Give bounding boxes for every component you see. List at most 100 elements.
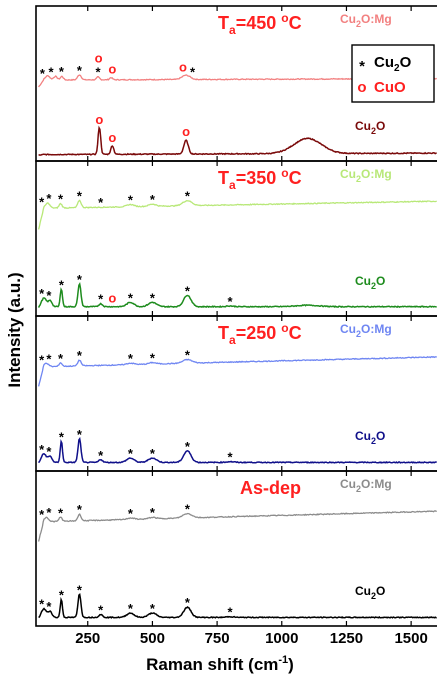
series-label: Cu2O (355, 274, 385, 291)
cu2o-peak-mark: * (128, 446, 134, 461)
series-label-sub: 2 (371, 126, 376, 136)
cu2o-peak-mark: * (128, 351, 134, 366)
cu2o-peak-mark: * (128, 601, 134, 616)
panel-title: Ta=350 oC (218, 166, 302, 192)
spectrum-line (37, 436, 437, 464)
legend-entry-main: Cu (374, 54, 394, 71)
cu2o-peak-mark: * (77, 502, 83, 517)
cu2o-peak-mark: * (58, 191, 64, 206)
x-axis-title-main: Raman shift (cm (146, 655, 278, 674)
series-label: Cu2O:Mg (340, 477, 392, 494)
series-label-main: Cu (340, 12, 356, 26)
spectrum-line (37, 199, 437, 230)
panel-title-sup: o (281, 166, 288, 180)
cu2o-peak-mark: * (128, 192, 134, 207)
cu2o-peak-mark: * (39, 353, 45, 368)
series-label-sub: 2 (371, 281, 376, 291)
cu2o-peak-mark: * (98, 448, 104, 463)
panel-title-main: As-dep (240, 478, 301, 498)
series-label: Cu2O:Mg (340, 167, 392, 184)
cu2o-peak-mark: * (46, 505, 52, 520)
series-label: Cu2O (355, 429, 385, 446)
cu2o-peak-mark: * (39, 507, 45, 522)
cu2o-peak-mark: * (150, 290, 156, 305)
cu2o-peak-mark: * (228, 294, 234, 309)
series-label-rest: O (376, 119, 385, 133)
spectrum-line (37, 510, 437, 542)
cu2o-peak-mark: * (150, 505, 156, 520)
spectrum-line (37, 281, 437, 309)
cu2o-peak-mark: * (46, 351, 52, 366)
cu2o-peak-mark: * (185, 439, 191, 454)
cu2o-peak-mark: * (46, 444, 52, 459)
panel-title-unit: C (289, 168, 302, 188)
panel-2: Ta=350 oC Cu2O:Mg* * * * * * * *Cu2O* ** ** o * * ** (35, 160, 437, 317)
panel-title-rest: =250 (236, 323, 282, 343)
cu2o-peak-mark: * (190, 64, 196, 79)
panel-title-sub: a (229, 333, 236, 347)
cu2o-peak-mark: * (46, 288, 52, 303)
panel-title-sup: o (281, 11, 288, 25)
panel-title: Ta=450 oC (218, 11, 302, 37)
cu2o-peak-mark: * (98, 292, 104, 307)
panel-title-main: T (218, 323, 229, 343)
cu2o-peak-mark: * (58, 505, 64, 520)
panel-title-rest: =450 (236, 13, 282, 33)
panel-title-unit: C (289, 13, 302, 33)
cu2o-peak-mark: * (185, 347, 191, 362)
cu2o-peak-mark: * (46, 599, 52, 614)
legend-entry: Cu2O (374, 54, 412, 74)
cu2o-peak-mark: * (128, 506, 134, 521)
cu2o-peak-mark: * (39, 286, 45, 301)
cu2o-peak-mark: * (58, 351, 64, 366)
cu2o-peak-mark: * (59, 64, 65, 79)
panel-title-sub: a (229, 23, 236, 37)
panel-4: As-dep Cu2O:Mg* * * * * * *Cu2O* ** ** * * ** (35, 470, 437, 627)
panel-3: Ta=250 oC Cu2O:Mg* * * * * * *Cu2O* ** ** * * ** (35, 315, 437, 472)
x-axis-title-sup: -1 (278, 654, 288, 666)
series-label-rest: O:Mg (361, 12, 392, 26)
legend-entry: CuO (374, 79, 406, 96)
spectrum-line (37, 356, 437, 387)
legend-entry-sub: 2 (394, 63, 400, 74)
series-label-sub: 2 (356, 174, 361, 184)
x-axis-title: Raman shift (cm-1) (146, 654, 294, 674)
series-label-rest: O:Mg (361, 322, 392, 336)
series-label: Cu2O (355, 584, 385, 601)
series-label-rest: O:Mg (361, 167, 392, 181)
panel-title: Ta=250 oC (218, 321, 302, 347)
series-label-sub: 2 (356, 484, 361, 494)
x-axis: 250 500 750 1000 1250 1500 (75, 630, 428, 647)
x-axis-title-end: ) (288, 655, 294, 674)
cu2o-peak-mark: * (77, 348, 83, 363)
cuo-peak-mark: o (179, 59, 187, 74)
cuo-peak-mark: o (108, 291, 116, 306)
cu2o-peak-mark: * (150, 192, 156, 207)
panel-title-main: T (218, 168, 229, 188)
series-label-rest: O (376, 429, 385, 443)
series-label-main: Cu (340, 167, 356, 181)
cu2o-peak-mark: * (150, 350, 156, 365)
series-label-main: Cu (355, 119, 371, 133)
cu2o-peak-mark: * (77, 63, 83, 78)
series-label-main: Cu (355, 274, 371, 288)
series-label-sub: 2 (371, 591, 376, 601)
cu2o-peak-mark: * (59, 278, 65, 293)
cu2o-peak-mark: * (59, 588, 65, 603)
cu2o-peak-mark: * (98, 195, 104, 210)
x-tick-label: 500 (140, 630, 165, 647)
series-label: Cu2O:Mg (340, 322, 392, 339)
legend-symbol: o (357, 79, 366, 96)
cu2o-peak-mark: * (77, 272, 83, 287)
y-axis-title: Intensity (a.u.) (5, 272, 24, 387)
cu2o-peak-mark: * (48, 64, 54, 79)
cu2o-peak-mark: * (40, 66, 46, 81)
cu2o-peak-mark: * (77, 582, 83, 597)
cu2o-peak-mark: * (128, 290, 134, 305)
series-label-rest: O (376, 274, 385, 288)
panel-title-rest: =350 (236, 168, 282, 188)
series-label-main: Cu (355, 429, 371, 443)
series-label-main: Cu (355, 584, 371, 598)
cu2o-peak-mark: * (39, 195, 45, 210)
series-label-sub: 2 (371, 436, 376, 446)
